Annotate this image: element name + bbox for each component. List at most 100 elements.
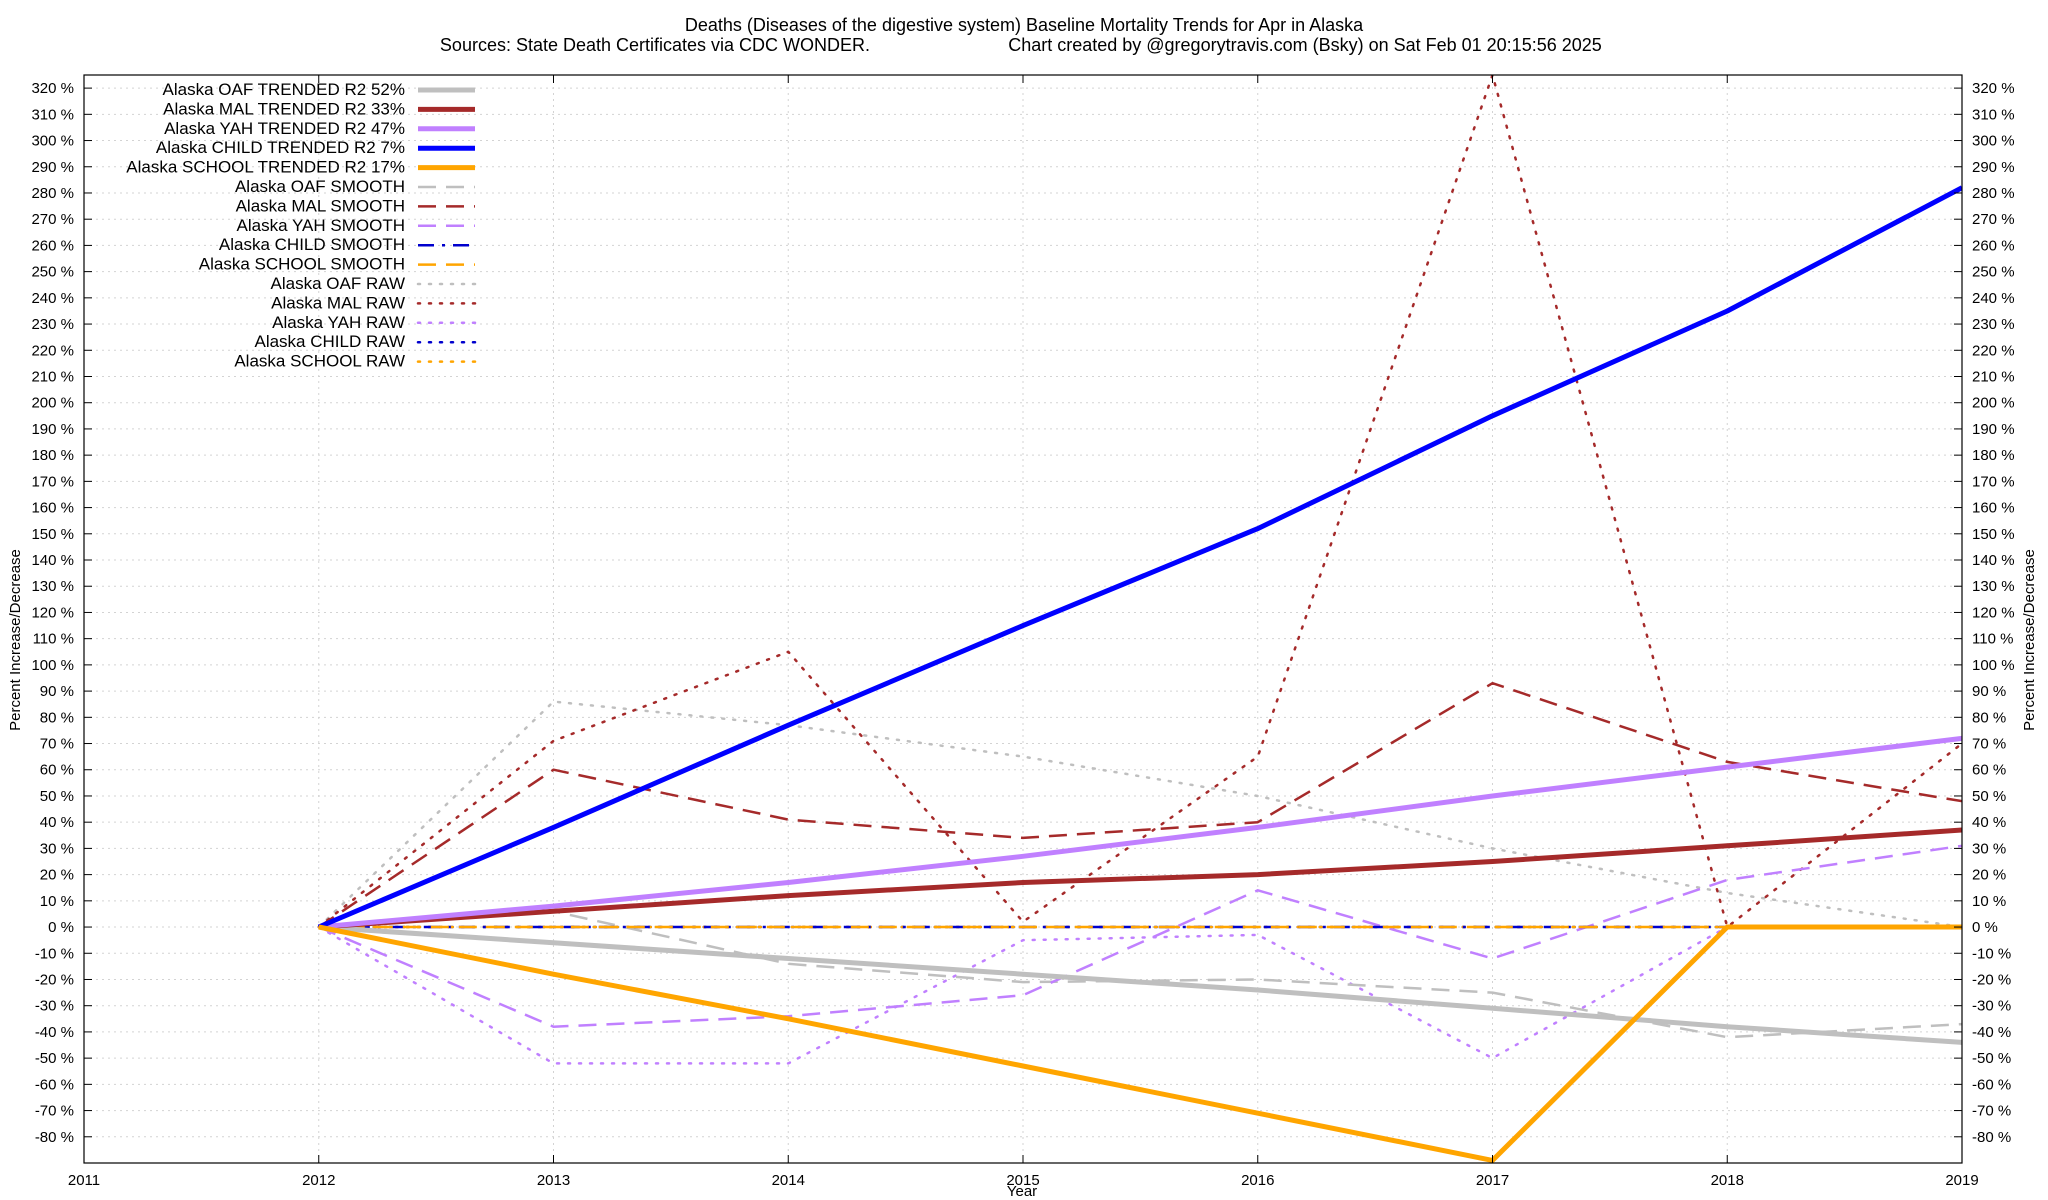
plot-series — [317, 75, 1962, 1163]
series-line-1 — [318, 827, 1962, 930]
y-tick-label-right: 30 % — [1972, 840, 2006, 857]
y-tick-label-left: 20 % — [40, 867, 74, 884]
y-tick-label-left: -30 % — [35, 998, 74, 1015]
y-tick-label-right: 160 % — [1972, 500, 2015, 517]
y-tick-label-right: 70 % — [1972, 736, 2006, 753]
y-tick-label-left: 60 % — [40, 762, 74, 779]
legend-label-14: Alaska SCHOOL RAW — [234, 352, 405, 371]
axis-ticks: 2011 2012 2013 2014 2015 2016 2017 2018 2019 -80 … — [31, 75, 2015, 1189]
y-tick-label-right: 240 % — [1972, 290, 2015, 307]
legend-label-12: Alaska YAH RAW — [272, 313, 405, 332]
y-tick-label-right: 180 % — [1972, 447, 2015, 464]
legend-label-3: Alaska CHILD TRENDED R2 7% — [156, 138, 405, 157]
y-tick-label-right: 10 % — [1972, 893, 2006, 910]
y-tick-label-right: 190 % — [1972, 421, 2015, 438]
legend-label-11: Alaska MAL RAW — [271, 293, 405, 312]
y-tick-label-right: -20 % — [1972, 971, 2011, 988]
y-tick-label-right: 40 % — [1972, 814, 2006, 831]
legend-label-10: Alaska OAF RAW — [271, 274, 405, 293]
y-tick-label-left: 110 % — [33, 631, 74, 648]
y-tick-label-left: 170 % — [31, 473, 74, 490]
y-tick-label-right: 110 % — [1972, 631, 2013, 648]
y-tick-label-right: 270 % — [1972, 211, 2015, 228]
y-tick-label-left: -50 % — [35, 1050, 74, 1067]
x-tick-label: 2017 — [1476, 1172, 1509, 1189]
legend-label-4: Alaska SCHOOL TRENDED R2 17% — [126, 158, 405, 177]
y-tick-label-left: 260 % — [31, 237, 74, 254]
y-tick-label-right: -40 % — [1972, 1024, 2011, 1041]
y-tick-label-left: 10 % — [40, 893, 74, 910]
y-tick-label-right: 90 % — [1972, 683, 2006, 700]
y-tick-label-left: 30 % — [40, 840, 74, 857]
y-tick-label-right: 0 % — [1972, 919, 1998, 936]
y-tick-label-left: 220 % — [31, 342, 74, 359]
y-tick-label-right: 150 % — [1972, 526, 2015, 543]
y-tick-label-left: 140 % — [31, 552, 74, 569]
legend-label-5: Alaska OAF SMOOTH — [235, 177, 405, 196]
y-tick-label-right: -10 % — [1972, 945, 2011, 962]
y-tick-label-left: 210 % — [31, 368, 74, 385]
y-tick-label-right: -50 % — [1972, 1050, 2011, 1067]
y-tick-label-right: 230 % — [1972, 316, 2015, 333]
y-tick-label-left: 270 % — [31, 211, 74, 228]
y-tick-label-left: 320 % — [31, 80, 74, 97]
legend-label-6: Alaska MAL SMOOTH — [236, 196, 405, 215]
y-tick-label-right: 280 % — [1972, 185, 2015, 202]
y-tick-label-left: 190 % — [31, 421, 74, 438]
y-tick-label-left: 120 % — [31, 604, 74, 621]
y-tick-label-right: 170 % — [1972, 473, 2015, 490]
y-tick-label-left: 130 % — [31, 578, 74, 595]
series-line-11 — [317, 75, 1962, 929]
y-tick-label-left: 90 % — [40, 683, 74, 700]
y-tick-label-right: 290 % — [1972, 159, 2015, 176]
legend-label-1: Alaska MAL TRENDED R2 33% — [163, 99, 405, 118]
y-tick-label-right: 210 % — [1972, 368, 2015, 385]
legend-label-9: Alaska SCHOOL SMOOTH — [199, 255, 405, 274]
y-tick-label-right: 80 % — [1972, 709, 2006, 726]
series-line-12 — [317, 925, 1962, 1065]
y-tick-label-left: 50 % — [40, 788, 74, 805]
y-tick-label-right: -30 % — [1972, 998, 2011, 1015]
grid — [83, 75, 1963, 1163]
chart-subtitle-source: Sources: State Death Certificates via CD… — [440, 35, 870, 55]
y-tick-label-right: 200 % — [1972, 395, 2015, 412]
y-tick-label-left: 300 % — [31, 133, 74, 150]
y-tick-label-left: -10 % — [35, 945, 74, 962]
series-line-7 — [318, 844, 1962, 1028]
legend-label-7: Alaska YAH SMOOTH — [237, 216, 405, 235]
y-tick-label-left: -70 % — [35, 1103, 74, 1120]
x-tick-label: 2014 — [772, 1172, 805, 1189]
y-tick-label-left: 150 % — [31, 526, 74, 543]
y-tick-label-right: 250 % — [1972, 264, 2015, 281]
y-tick-label-right: 130 % — [1972, 578, 2015, 595]
y-tick-label-left: 240 % — [31, 290, 74, 307]
x-tick-label: 2016 — [1241, 1172, 1274, 1189]
x-tick-label: 2011 — [68, 1172, 100, 1189]
y-tick-label-left: -80 % — [35, 1129, 74, 1146]
series-line-0 — [318, 924, 1962, 1045]
y-tick-label-left: 100 % — [31, 657, 74, 674]
legend-label-8: Alaska CHILD SMOOTH — [219, 235, 405, 254]
x-tick-label: 2015 — [1006, 1172, 1039, 1189]
y-tick-label-left: 250 % — [31, 264, 74, 281]
y-tick-label-left: -20 % — [35, 971, 74, 988]
y-tick-label-left: -60 % — [35, 1076, 74, 1093]
x-axis-label: Year — [1007, 1183, 1037, 1200]
y-tick-label-left: 40 % — [40, 814, 74, 831]
y-tick-label-right: 310 % — [1972, 106, 2015, 123]
chart-title: Deaths (Diseases of the digestive system… — [685, 15, 1364, 35]
y-tick-label-left: 230 % — [31, 316, 74, 333]
y-tick-label-left: 70 % — [40, 736, 74, 753]
legend: Alaska OAF TRENDED R2 52%Alaska MAL TREN… — [126, 80, 477, 371]
y-tick-label-right: 260 % — [1972, 237, 2015, 254]
y-tick-label-right: 60 % — [1972, 762, 2006, 779]
y-tick-label-left: 280 % — [31, 185, 74, 202]
series-line-4 — [318, 924, 1962, 1163]
x-tick-label: 2018 — [1711, 1172, 1744, 1189]
y-tick-label-right: 20 % — [1972, 867, 2006, 884]
series-line-2 — [318, 735, 1962, 930]
y-tick-label-left: -40 % — [35, 1024, 74, 1041]
y-tick-label-right: 140 % — [1972, 552, 2015, 569]
